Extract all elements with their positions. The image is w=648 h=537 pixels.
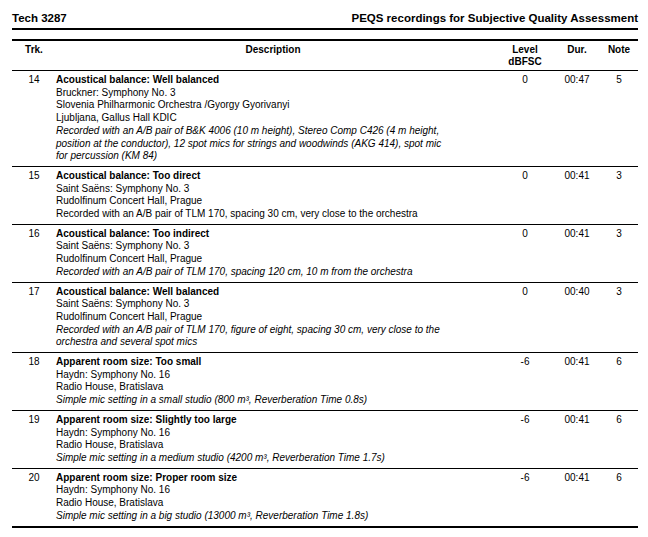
table-body: 14 Acoustical balance: Well balancedBruc… <box>12 71 638 528</box>
description-line: Haydn: Symphony No. 16 <box>56 369 490 382</box>
duration-value: 00:41 <box>554 170 600 181</box>
note-value: 6 <box>600 356 638 367</box>
description-title: Apparent room size: Proper room size <box>56 472 490 485</box>
level-value: -6 <box>496 472 554 483</box>
track-number: 18 <box>12 356 56 367</box>
track-number: 14 <box>12 74 56 85</box>
note-value: 6 <box>600 472 638 483</box>
description-title: Acoustical balance: Well balanced <box>56 74 490 87</box>
description-line: Haydn: Symphony No. 16 <box>56 427 490 440</box>
level-value: 0 <box>496 286 554 297</box>
table-row: 19 Apparent room size: Slightly too larg… <box>12 411 638 469</box>
doc-ref: Tech 3287 <box>12 12 67 24</box>
recording-detail-line: Recorded with an A/B pair of TLM 170, sp… <box>56 208 490 221</box>
column-header-level-line2: dBFSC <box>496 56 554 68</box>
description-title: Acoustical balance: Too indirect <box>56 228 490 241</box>
recording-detail-line: Recorded with an A/B pair of TLM 170, fi… <box>56 324 490 337</box>
document-header: Tech 3287 PEQS recordings for Subjective… <box>12 12 638 30</box>
track-number: 20 <box>12 472 56 483</box>
description-line: Haydn: Symphony No. 16 <box>56 484 490 497</box>
description-line: Bruckner: Symphony No. 3 <box>56 87 490 100</box>
doc-title: PEQS recordings for Subjective Quality A… <box>351 12 638 24</box>
duration-value: 00:41 <box>554 472 600 483</box>
column-header-level-line1: Level <box>496 44 554 56</box>
recording-detail-line: Simple mic setting in a big studio (1300… <box>56 510 490 523</box>
level-value: 0 <box>496 170 554 181</box>
description-title: Apparent room size: Too small <box>56 356 490 369</box>
note-value: 6 <box>600 414 638 425</box>
description-line: Radio House, Bratislava <box>56 497 490 510</box>
note-value: 3 <box>600 170 638 181</box>
description-line: Radio House, Bratislava <box>56 439 490 452</box>
recording-detail-line: Simple mic setting in a small studio (80… <box>56 394 490 407</box>
duration-value: 00:41 <box>554 228 600 239</box>
recording-detail-line: for percussion (KM 84) <box>56 150 490 163</box>
duration-value: 00:40 <box>554 286 600 297</box>
column-header-level: Level dBFSC <box>496 44 554 68</box>
table-header-row: Trk. Description Level dBFSC Dur. Note <box>12 41 638 71</box>
recording-detail-line: Simple mic setting in a medium studio (4… <box>56 452 490 465</box>
note-value: 5 <box>600 74 638 85</box>
description-cell: Apparent room size: Too smallHaydn: Symp… <box>56 356 496 407</box>
description-line: Saint Saëns: Symphony No. 3 <box>56 240 490 253</box>
table-row: 17 Acoustical balance: Well balancedSain… <box>12 283 638 354</box>
description-line: Saint Saëns: Symphony No. 3 <box>56 298 490 311</box>
description-cell: Apparent room size: Slightly too largeHa… <box>56 414 496 465</box>
track-number: 19 <box>12 414 56 425</box>
duration-value: 00:41 <box>554 414 600 425</box>
description-title: Acoustical balance: Well balanced <box>56 286 490 299</box>
column-header-note: Note <box>600 44 638 56</box>
table-row: 15 Acoustical balance: Too directSaint S… <box>12 167 638 225</box>
description-line: Rudolfinum Concert Hall, Prague <box>56 195 490 208</box>
track-number: 15 <box>12 170 56 181</box>
level-value: -6 <box>496 414 554 425</box>
document-page: Tech 3287 PEQS recordings for Subjective… <box>0 0 648 528</box>
recording-detail-line: Recorded with an A/B pair of B&K 4006 (1… <box>56 125 490 138</box>
description-title: Apparent room size: Slightly too large <box>56 414 490 427</box>
table-row: 16 Acoustical balance: Too indirectSaint… <box>12 225 638 283</box>
table-row: 18 Apparent room size: Too smallHaydn: S… <box>12 353 638 411</box>
recording-detail-line: Recorded with an A/B pair of TLM 170, sp… <box>56 266 490 279</box>
description-line: Slovenia Philharmonic Orchestra /Gyorgy … <box>56 99 490 112</box>
note-value: 3 <box>600 228 638 239</box>
column-header-trk: Trk. <box>12 44 56 56</box>
level-value: 0 <box>496 228 554 239</box>
description-line: Saint Saëns: Symphony No. 3 <box>56 183 490 196</box>
description-line: Rudolfinum Concert Hall, Prague <box>56 253 490 266</box>
duration-value: 00:41 <box>554 356 600 367</box>
track-number: 16 <box>12 228 56 239</box>
recordings-table: Trk. Description Level dBFSC Dur. Note 1… <box>12 39 638 528</box>
description-line: Radio House, Bratislava <box>56 381 490 394</box>
description-cell: Acoustical balance: Too directSaint Saën… <box>56 170 496 221</box>
column-header-dur: Dur. <box>554 44 600 56</box>
level-value: 0 <box>496 74 554 85</box>
table-row: 20 Apparent room size: Proper room sizeH… <box>12 469 638 528</box>
description-line: Ljubljana, Gallus Hall KDIC <box>56 112 490 125</box>
duration-value: 00:47 <box>554 74 600 85</box>
description-title: Acoustical balance: Too direct <box>56 170 490 183</box>
description-line: Rudolfinum Concert Hall, Prague <box>56 311 490 324</box>
note-value: 3 <box>600 286 638 297</box>
description-cell: Apparent room size: Proper room sizeHayd… <box>56 472 496 523</box>
recording-detail-line: orchestra and several spot mics <box>56 336 490 349</box>
recording-detail-line: position at the conductor), 12 spot mics… <box>56 138 490 151</box>
description-cell: Acoustical balance: Well balancedBruckne… <box>56 74 496 163</box>
description-cell: Acoustical balance: Well balancedSaint S… <box>56 286 496 350</box>
column-header-description: Description <box>56 44 496 56</box>
table-row: 14 Acoustical balance: Well balancedBruc… <box>12 71 638 167</box>
level-value: -6 <box>496 356 554 367</box>
description-cell: Acoustical balance: Too indirectSaint Sa… <box>56 228 496 279</box>
track-number: 17 <box>12 286 56 297</box>
